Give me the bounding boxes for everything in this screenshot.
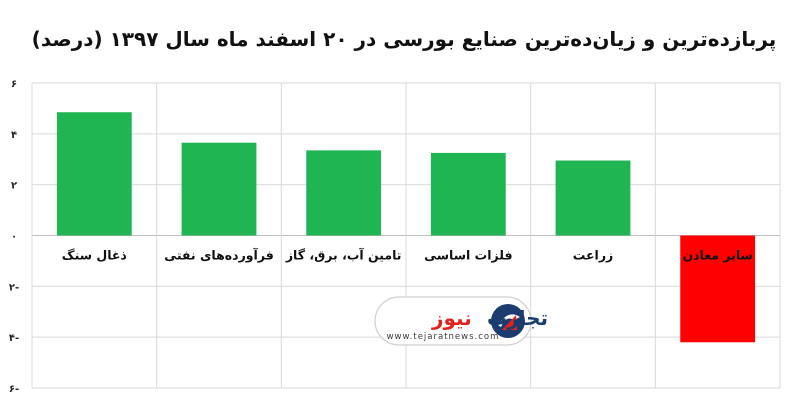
watermark-url: www.tejaratnews.com: [387, 332, 500, 342]
bars-layer: [56, 112, 756, 343]
bar: [56, 112, 132, 236]
chart-title: پربازده‌ترین و زیان‌ده‌ترین صنایع بورسی …: [32, 27, 777, 52]
category-label: فرآورده‌های نفتی: [164, 248, 274, 263]
category-label: فلزات اساسی: [424, 248, 512, 263]
watermark-badge: [374, 296, 532, 346]
y-tick-label: ۴-: [9, 333, 19, 344]
category-label: سایر معادن: [682, 248, 752, 263]
y-tick-label: ۰: [11, 232, 17, 243]
watermark-name-part1: تجارت: [487, 306, 548, 330]
category-label: تامین آب، برق، گاز: [285, 248, 402, 263]
watermark-name-part2: نیوز: [431, 306, 472, 330]
watermark: تجارت نیوز www.tejaratnews.com: [374, 296, 548, 346]
y-tick-label: ۲-: [9, 282, 19, 293]
y-tick-label: ۶: [11, 79, 17, 90]
y-tick-label: ۴: [11, 130, 17, 141]
y-tick-label: ۲: [11, 181, 17, 192]
category-label: زراعت: [573, 248, 613, 263]
tejaratnews-logo-icon: [491, 304, 525, 338]
category-label: ذغال سنگ: [62, 248, 127, 263]
bar: [555, 160, 631, 236]
category-labels: ذغال سنگ فرآورده‌های نفتی تامین آب، برق، گ…: [62, 248, 753, 263]
bar: [680, 235, 756, 343]
bar: [430, 152, 506, 236]
bar: [306, 150, 382, 236]
y-tick-label: ۶-: [9, 384, 19, 395]
bar: [181, 142, 257, 236]
y-tick-labels: ۶ ۴ ۲ ۰ ۲- ۴- ۶-: [9, 79, 19, 395]
